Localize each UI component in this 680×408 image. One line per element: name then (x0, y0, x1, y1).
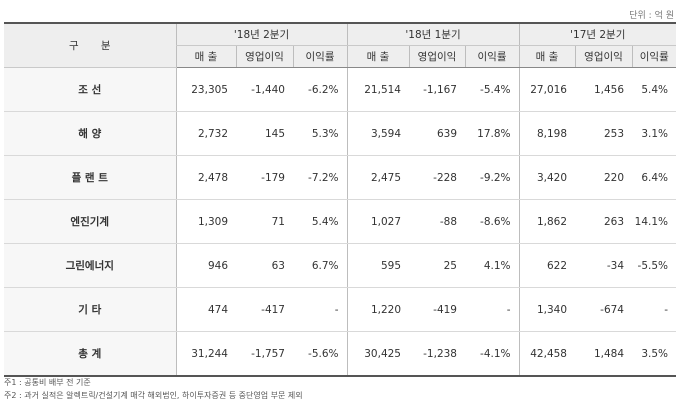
margin-cell: -5.6% (293, 331, 347, 377)
operating-profit-cell: -1,238 (409, 331, 465, 377)
operating-profit-cell: -228 (409, 155, 465, 200)
sales-cell: 23,305 (175, 67, 236, 112)
margin-cell: - (632, 287, 677, 332)
row-category: 플 랜 트 (4, 155, 176, 200)
sales-cell: 2,478 (175, 155, 236, 200)
row-category: 조 선 (4, 67, 176, 112)
sales-cell: 2,732 (175, 111, 236, 156)
operating-profit-cell: 71 (236, 199, 293, 244)
margin-cell: 5.4% (293, 199, 347, 244)
table-row: 해 양 2,732 145 5.3% 3,594 639 17.8% 8,198 253 3.1% (4, 111, 677, 156)
margin-cell: 5.4% (632, 67, 677, 112)
operating-profit-cell: -419 (409, 287, 465, 332)
footnote-1: 주1 : 공통비 배부 전 기준 (4, 378, 91, 387)
table-row: 플 랜 트 2,478 -179 -7.2% 2,475 -228 -9.2% 3,420 22… (4, 155, 677, 200)
sales-cell: 1,862 (518, 199, 575, 244)
operating-profit-cell: -88 (409, 199, 465, 244)
margin-cell: -9.2% (465, 155, 519, 200)
operating-profit-cell: 639 (409, 111, 465, 156)
footnotes: 주1 : 공통비 배부 전 기준 주2 : 과거 실적은 알렉트릭/건설기계 매… (4, 376, 303, 402)
sales-header: 매 출 (346, 45, 409, 68)
sales-cell: 3,594 (346, 111, 409, 156)
row-category: 기 타 (4, 287, 176, 332)
margin-cell: 3.5% (632, 331, 677, 377)
operating-profit-cell: -417 (236, 287, 293, 332)
category-header: 구 분 (4, 22, 176, 68)
header-row-periods: 구 분 '18년 2분기 '18년 1분기 '17년 2분기 (4, 22, 677, 68)
margin-cell: -5.4% (465, 67, 519, 112)
margin-cell: - (293, 287, 347, 332)
operating-profit-cell: -1,440 (236, 67, 293, 112)
operating-profit-cell: 63 (236, 243, 293, 288)
footnote-2: 주2 : 과거 실적은 알렉트릭/건설기계 매각 해외법인, 하이투자증권 등 … (4, 391, 303, 400)
margin-header: 이익률 (464, 45, 519, 68)
margin-cell: -5.5% (632, 243, 677, 288)
operating-profit-cell: -179 (236, 155, 293, 200)
sales-cell: 595 (346, 243, 409, 288)
unit-label: 단위 : 억 원 (629, 11, 674, 21)
sales-cell: 31,244 (175, 331, 236, 377)
table-row: 그린에너지 946 63 6.7% 595 25 4.1% 622 -34 -5.5% (4, 243, 677, 288)
period-header-17q2: '17년 2분기 (518, 22, 677, 46)
table-row: 엔진기계 1,309 71 5.4% 1,027 -88 -8.6% 1,862 263 14.1… (4, 199, 677, 244)
operating-profit-cell: 145 (236, 111, 293, 156)
operating-profit-cell: 1,484 (575, 331, 632, 377)
operating-profit-cell: 253 (575, 111, 632, 156)
sales-cell: 1,309 (175, 199, 236, 244)
operating-profit-cell: 25 (409, 243, 465, 288)
table-row: 기 타 474 -417-1,220 -419-1,340 -674- (4, 287, 677, 332)
sales-cell: 946 (175, 243, 236, 288)
operating-profit-cell: -34 (575, 243, 632, 288)
sales-cell: 474 (175, 287, 236, 332)
operating-profit-cell: 263 (575, 199, 632, 244)
sales-cell: 622 (518, 243, 575, 288)
sales-cell: 2,475 (346, 155, 409, 200)
margin-cell: 5.3% (293, 111, 347, 156)
margin-header: 이익률 (631, 45, 677, 68)
margin-cell: - (465, 287, 519, 332)
sales-header: 매 출 (175, 45, 236, 68)
sales-cell: 1,340 (518, 287, 575, 332)
row-category: 총 계 (4, 331, 176, 377)
table-row: 조 선 23,305 -1,440 -6.2% 21,514 -1,167 -5.4% 27,… (4, 67, 677, 112)
row-category: 해 양 (4, 111, 176, 156)
operating-profit-cell: -674 (575, 287, 632, 332)
sales-cell: 1,220 (346, 287, 409, 332)
margin-header: 이익률 (292, 45, 347, 68)
table-body: 조 선 23,305 -1,440 -6.2% 21,514 -1,167 -5.4% 27,… (4, 67, 677, 377)
sales-cell: 1,027 (346, 199, 409, 244)
operating-profit-header: 영업이익 (235, 45, 293, 68)
period-header-18q1: '18년 1분기 (346, 22, 519, 46)
row-category: 그린에너지 (4, 243, 176, 288)
period-header-18q2: '18년 2분기 (175, 22, 347, 46)
margin-cell: -8.6% (465, 199, 519, 244)
sales-cell: 21,514 (346, 67, 409, 112)
margin-cell: 6.7% (293, 243, 347, 288)
sales-cell: 27,016 (518, 67, 575, 112)
header-row-metrics: 매 출 영업이익 이익률 매 출 영업이익 이익률 매 출 영업이익 이익률 (4, 45, 677, 68)
operating-profit-header: 영업이익 (408, 45, 465, 68)
operating-profit-cell: 1,456 (575, 67, 632, 112)
sales-header: 매 출 (518, 45, 575, 68)
operating-profit-cell: -1,757 (236, 331, 293, 377)
sales-cell: 30,425 (346, 331, 409, 377)
sales-cell: 3,420 (518, 155, 575, 200)
margin-cell: -6.2% (293, 67, 347, 112)
operating-profit-cell: -1,167 (409, 67, 465, 112)
operating-profit-header: 영업이익 (574, 45, 632, 68)
margin-cell: -7.2% (293, 155, 347, 200)
row-category: 엔진기계 (4, 199, 176, 244)
margin-cell: 17.8% (465, 111, 519, 156)
sales-cell: 42,458 (518, 331, 575, 377)
margin-cell: 4.1% (465, 243, 519, 288)
operating-profit-cell: 220 (575, 155, 632, 200)
sales-cell: 8,198 (518, 111, 575, 156)
margin-cell: 6.4% (632, 155, 677, 200)
earnings-table: 구 분 '18년 2분기 '18년 1분기 '17년 2분기 매 출 영업이익 … (4, 22, 677, 377)
margin-cell: -4.1% (465, 331, 519, 377)
margin-cell: 3.1% (632, 111, 677, 156)
margin-cell: 14.1% (632, 199, 677, 244)
table-row: 총 계 31,244 -1,757 -5.6% 30,425 -1,238 -4.1% 42,… (4, 331, 677, 377)
